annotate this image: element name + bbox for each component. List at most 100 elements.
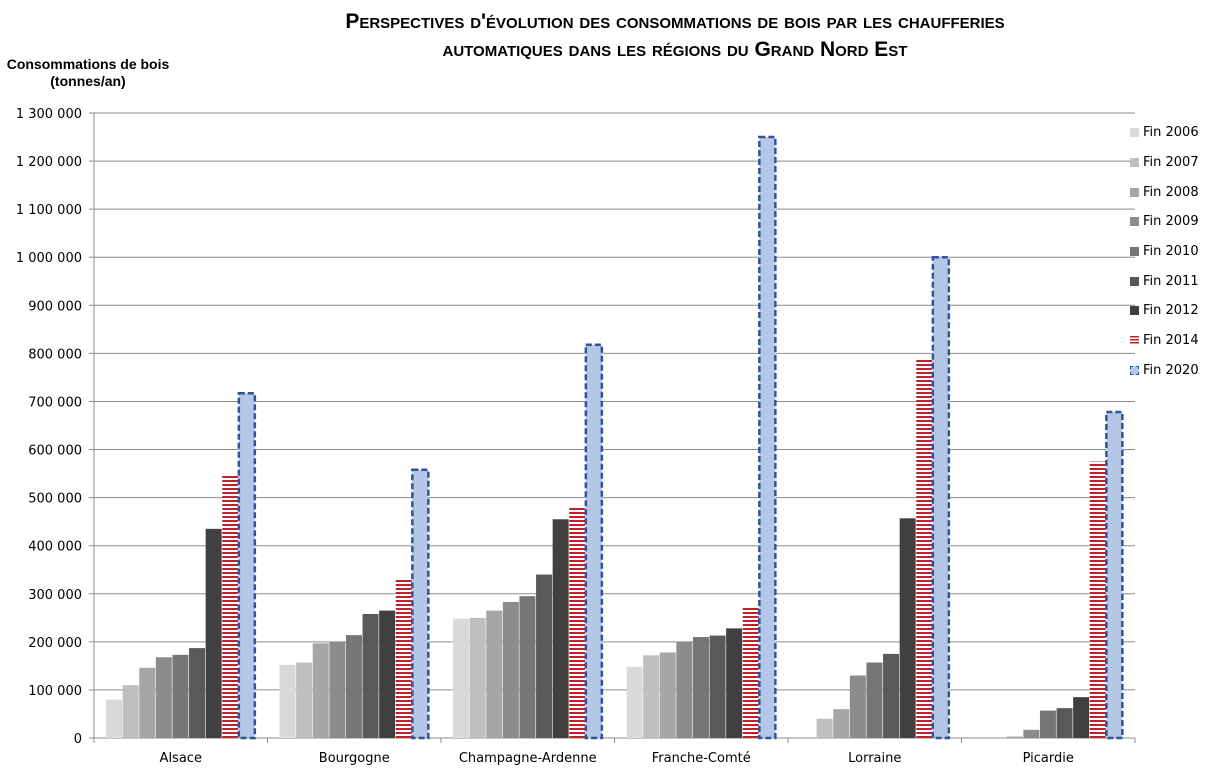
legend-swatch [1130,247,1139,257]
legend-item: Fin 2020 [1130,356,1208,386]
x-tick-label: Franche-Comté [652,751,751,766]
legend-label: Fin 2011 [1143,273,1199,289]
bar-fin-2006 [106,699,123,738]
bar-fin-2012 [726,628,743,738]
bar-fin-2007 [122,685,139,738]
y-tick-label: 0 [74,732,82,747]
y-tick-label: 100 000 [28,684,82,699]
chart-title-line-1: Perspectives d'évolution des consommatio… [345,10,1005,33]
y-tick-label: 900 000 [28,299,82,314]
x-tick-label: Alsace [160,751,202,766]
bar-fin-2010 [172,654,189,738]
bar-fin-2010 [1039,710,1056,738]
bar-fin-2006 [279,664,296,738]
legend-item: Fin 2009 [1130,207,1208,237]
bar-fin-2007 [296,662,313,738]
legend-item: Fin 2014 [1130,326,1208,356]
y-axis-title-line-2: (tonnes/an) [50,73,126,89]
legend-swatch [1130,187,1139,197]
legend-item: Fin 2008 [1130,177,1208,207]
y-tick-label: 500 000 [28,492,82,507]
bar-fin-2010 [692,637,709,738]
bar-fin-2020 [931,255,951,740]
legend-label: Fin 2010 [1143,244,1199,260]
bar-fin-2006 [626,666,643,738]
bar-fin-2014 [395,579,412,738]
bars [106,135,1124,740]
legend: Fin 2006 Fin 2007 Fin 2008 Fin 2009 Fin 2010… [1130,118,1208,385]
bar-fin-2012 [552,519,569,738]
bar-fin-2008 [1006,736,1023,738]
y-tick-label: 400 000 [28,540,82,555]
bar-fin-2011 [883,653,900,738]
chart-title-line-2: automatiques dans les régions du Grand N… [442,38,908,61]
bar-fin-2020 [411,468,430,740]
y-tick-label: 1 300 000 [16,107,82,122]
legend-item: Fin 2012 [1130,296,1208,326]
x-tick-label: Lorraine [848,751,901,766]
y-axis-title-line-1: Consommations de bois [6,56,170,72]
legend-label: Fin 2012 [1143,303,1199,319]
bar-fin-2011 [362,613,379,738]
y-tick-label: 800 000 [28,347,82,362]
bar-fin-2009 [502,601,519,738]
legend-swatch [1130,158,1139,168]
x-tick-label: Picardie [1023,751,1074,766]
legend-swatch [1130,365,1139,375]
bar-fin-2009 [1023,729,1040,738]
y-tick-label: 1 200 000 [16,155,82,170]
grid-lines [94,112,1135,691]
legend-swatch [1130,128,1139,138]
bar-fin-2010 [519,596,536,738]
bar-fin-2009 [676,641,693,738]
legend-swatch [1130,336,1139,346]
bar-fin-2008 [139,667,156,738]
y-tick-label: 1 000 000 [16,251,82,266]
bar-fin-2010 [866,662,883,738]
legend-item: Fin 2007 [1130,148,1208,178]
bar-fin-2011 [189,648,206,738]
bar-fin-2010 [345,635,362,738]
legend-item: Fin 2011 [1130,266,1208,296]
legend-item: Fin 2006 [1130,118,1208,148]
x-tick-label: Champagne-Ardenne [459,751,597,766]
legend-label: Fin 2008 [1143,184,1199,200]
bar-fin-2009 [849,675,866,738]
bar-fin-2007 [643,655,660,738]
tick-labels: 0 100 000 200 000 300 000 400 000 500 000 600 … [16,107,1074,766]
y-tick-label: 1 100 000 [16,203,82,218]
legend-label: Fin 2006 [1143,125,1199,141]
bar-fin-2011 [536,574,553,738]
bar-fin-2014 [569,506,586,738]
bar-fin-2012 [899,518,916,738]
bar-fin-2014 [916,359,933,738]
legend-item: Fin 2010 [1130,237,1208,267]
legend-label: Fin 2014 [1143,333,1199,349]
y-tick-label: 700 000 [28,395,82,410]
y-tick-label: 300 000 [28,588,82,603]
legend-label: Fin 2020 [1143,362,1199,378]
x-tick-label: Bourgogne [319,751,390,766]
axes [89,112,1136,743]
bar-fin-2020 [758,135,777,740]
bar-fin-2014 [222,475,239,738]
bar-fin-2011 [1056,708,1073,738]
bar-fin-2011 [709,635,726,738]
bar-fin-2020 [584,343,604,740]
bar-fin-2008 [659,652,676,738]
bar-fin-2012 [379,610,396,738]
legend-swatch [1130,276,1139,286]
y-tick-label: 200 000 [28,636,82,651]
bar-fin-2009 [155,657,172,738]
bar-fin-2020 [237,392,257,740]
bar-fin-2012 [205,528,222,738]
bar-fin-2009 [329,641,346,738]
bar-fin-2014 [742,607,759,738]
legend-label: Fin 2009 [1143,214,1199,230]
bar-fin-2008 [486,610,503,738]
bar-fin-2008 [312,643,329,738]
chart-title: Perspectives d'évolution des consommatio… [150,8,1200,64]
bar-fin-2014 [1089,461,1106,738]
bar-fin-2012 [1073,697,1090,738]
